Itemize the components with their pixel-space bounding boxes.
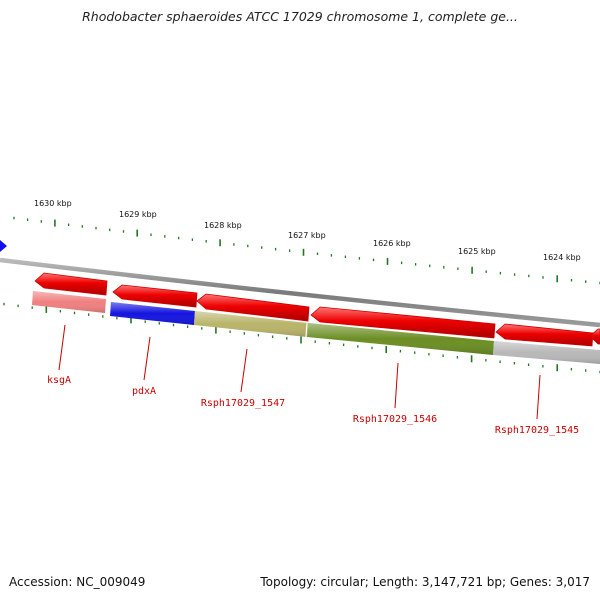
cds-arrow	[589, 328, 600, 345]
cds-arrows	[34, 272, 600, 347]
kbp-label: 1624 kbp	[543, 253, 581, 262]
leader-line	[240, 348, 248, 393]
kbp-label: 1626 kbp	[373, 239, 411, 248]
gene-label-Rsph17029_1545: Rsph17029_1545	[495, 425, 579, 436]
kbp-label: 1629 kbp	[119, 210, 157, 219]
kbp-label: 1628 kbp	[204, 221, 242, 230]
scale-ticks-lower	[3, 302, 600, 374]
gene-bands	[32, 291, 600, 364]
gene-label-Rsph17029_1547: Rsph17029_1547	[201, 398, 285, 409]
cds-arrow	[34, 272, 108, 296]
cds-arrow	[196, 293, 310, 322]
scale-ticks-upper	[13, 216, 600, 285]
label-leaders	[58, 324, 541, 420]
leader-line	[143, 336, 151, 381]
gene-band-ksgA	[32, 291, 106, 313]
partial-feature-marker	[0, 240, 7, 252]
cds-arrow	[495, 323, 594, 347]
page-title: Rhodobacter sphaeroides ATCC 17029 chrom…	[82, 9, 518, 24]
gene-band-Rsph17029_1546	[307, 323, 494, 355]
gene-label-Rsph17029_1546: Rsph17029_1546	[353, 414, 437, 425]
genome-stats-text: Topology: circular; Length: 3,147,721 bp…	[260, 575, 590, 589]
gene-band-Rsph17029_1545	[493, 341, 600, 364]
leader-line	[394, 362, 399, 409]
accession-text: Accession: NC_009049	[9, 575, 146, 589]
kbp-label: 1627 kbp	[288, 231, 326, 240]
leader-line	[536, 374, 541, 420]
kbp-label: 1625 kbp	[458, 247, 496, 256]
backbone-track	[0, 257, 600, 328]
gene-band-Rsph17029_1547	[194, 311, 308, 337]
kbp-label: 1630 kbp	[34, 199, 72, 208]
cds-arrow	[310, 306, 496, 339]
gene-label-pdxA: pdxA	[132, 386, 156, 397]
gene-label-ksgA: ksgA	[47, 375, 71, 386]
gene-band-pdxA	[110, 302, 195, 325]
cds-arrow	[112, 284, 198, 308]
leader-line	[58, 324, 66, 371]
gene-band-separator	[305, 322, 308, 338]
